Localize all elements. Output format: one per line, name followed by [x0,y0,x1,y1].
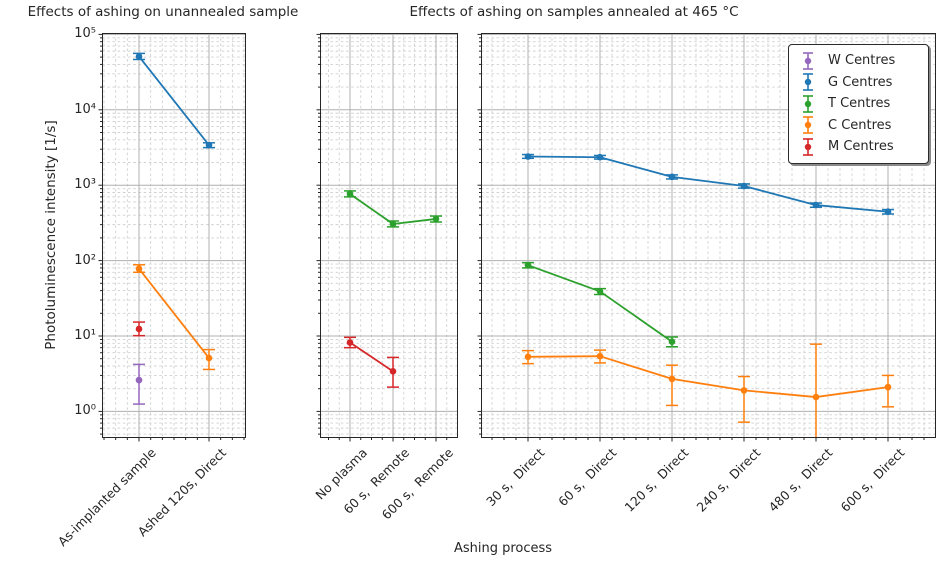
series-m-centres [344,336,399,388]
series-g-centres [133,52,215,149]
axis-ticks [316,33,448,442]
series-c-centres [522,343,894,438]
y-axis-label: Photoluminescence intensity [1/s] [43,120,59,350]
major-gridlines [320,33,458,438]
axis-ticks [477,33,925,442]
legend-item-label: M Centres [828,139,894,155]
legend-item-w-centres: W Centres [795,50,922,72]
x-tick-label: 240 s, Direct [693,445,764,515]
legend-item-label: C Centres [828,117,892,133]
axis-ticks [98,33,245,442]
legend-item-g-centres: G Centres [795,72,922,94]
errorbar-marker-icon [803,94,813,113]
y-tick-label: 10¹ [74,328,96,343]
minor-gridlines [102,33,246,438]
series-t-centres [344,190,442,228]
panel-border [102,33,246,438]
y-tick-label: 10³ [74,177,96,193]
panel-annealed-remote [316,33,458,442]
minor-gridlines [320,33,458,438]
x-tick-label: 30 s, Direct [483,445,548,510]
panel-border [481,33,936,438]
x-tick-label: 60 s, Direct [555,445,620,510]
x-tick-label: 600 s, Direct [837,445,908,515]
legend-item-m-centres: M Centres [795,136,922,158]
panel-annealed-direct [477,33,936,442]
x-axis-label: Ashing process [453,541,553,556]
y-tick-label: 10⁵ [74,26,96,42]
y-tick-label: 10⁰ [74,403,96,419]
errorbar-marker-icon [803,73,813,92]
major-gridlines [481,33,936,438]
legend-item-c-centres: C Centres [795,115,922,137]
legend-item-label: G Centres [828,74,893,90]
y-tick-label: 10⁴ [74,101,96,117]
series-w-centres [133,363,145,405]
legend-item-t-centres: T Centres [795,93,922,115]
legend-item-label: T Centres [828,96,891,112]
series-m-centres [133,321,145,337]
errorbar-marker-icon [803,51,813,70]
right-panel-title: Effects of ashing on samples annealed at… [409,4,739,20]
legend: W Centres G Centres T Centres C Centres M Ce… [788,44,929,164]
x-tick-label: 480 s, Direct [765,445,836,515]
y-tick-label: 10² [74,252,96,268]
series-t-centres [522,261,678,348]
panel-unannealed [98,33,246,442]
series-g-centres [522,153,894,216]
left-panel-title: Effects of ashing on unannealed sample [27,4,299,20]
x-tick-label: 120 s, Direct [621,445,692,515]
errorbar-marker-icon [803,116,813,135]
legend-item-label: W Centres [828,53,896,69]
series-c-centres [133,264,215,371]
panel-border [320,33,458,438]
errorbar-marker-icon [803,137,813,156]
